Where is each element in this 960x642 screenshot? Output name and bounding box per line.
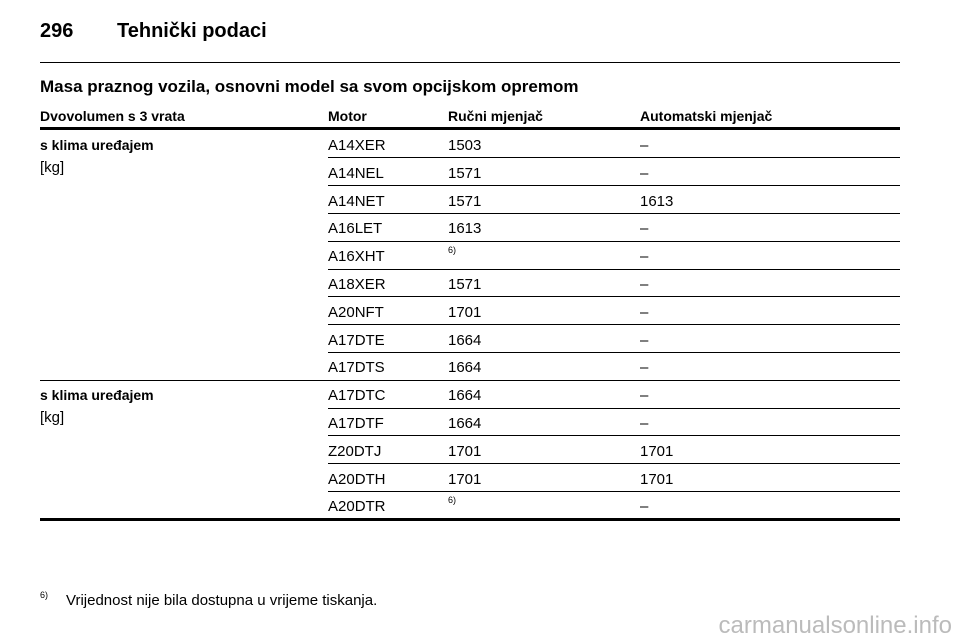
- row-rule: [328, 490, 900, 492]
- cell: –: [640, 415, 649, 432]
- cell: 1613: [640, 192, 674, 210]
- cell: A17DTC: [328, 387, 386, 405]
- group-unit: [kg]: [40, 409, 65, 427]
- column-header: Dvovolumen s 3 vrata: [40, 108, 185, 124]
- cell: 1701: [448, 442, 482, 460]
- cell: 1664: [448, 387, 482, 405]
- group-unit: [kg]: [40, 159, 65, 176]
- cell: A14NET: [328, 192, 385, 210]
- column-header: Ručni mjenjač: [448, 108, 543, 124]
- row-rule: [328, 296, 900, 298]
- cell: A17DTE: [328, 331, 385, 349]
- group-rule: [40, 517, 900, 521]
- cell: 1613: [448, 220, 482, 238]
- row-rule: [328, 407, 900, 409]
- row-rule: [328, 268, 900, 270]
- cell: A16XHT: [328, 248, 385, 266]
- row-rule: [328, 351, 900, 353]
- cell: –: [640, 331, 649, 349]
- cell: 1701: [448, 470, 482, 488]
- row-rule: [328, 212, 900, 214]
- column-header: Motor: [328, 108, 367, 124]
- cell: A14XER: [328, 137, 386, 154]
- cell: 1664: [448, 331, 482, 349]
- cell: –: [640, 498, 649, 516]
- row-rule: [328, 157, 900, 159]
- column-header: Automatski mjenjač: [640, 108, 773, 124]
- cell: 1664: [448, 359, 482, 377]
- cell: A20NFT: [328, 303, 384, 321]
- row-rule: [328, 435, 900, 437]
- header-rule: [40, 62, 900, 63]
- cell: A20DTH: [328, 470, 386, 488]
- cell: –: [640, 164, 649, 182]
- footnote-marker: 6): [40, 590, 49, 600]
- cell: –: [640, 220, 649, 238]
- cell: 1571: [448, 164, 482, 182]
- cell: 1701: [640, 470, 674, 488]
- cell: A16LET: [328, 220, 383, 238]
- cell: 1571: [448, 276, 482, 293]
- row-rule: [328, 324, 900, 326]
- cell: –: [640, 387, 649, 405]
- footnote-text: Vrijednost nije bila dostupna u vrijeme …: [66, 592, 378, 609]
- cell: 6): [448, 495, 457, 506]
- cell: –: [640, 359, 649, 377]
- section-title: Masa praznog vozila, osnovni model sa sv…: [40, 77, 579, 96]
- group-label: s klima uređajem: [40, 137, 154, 153]
- header-rule: [40, 127, 900, 130]
- cell: 1571: [448, 192, 482, 210]
- cell: A20DTR: [328, 498, 386, 516]
- cell: 6): [448, 245, 457, 256]
- row-rule: [328, 240, 900, 242]
- cell: A17DTS: [328, 359, 385, 377]
- row-rule: [328, 185, 900, 187]
- cell: 1664: [448, 415, 482, 432]
- cell: –: [640, 276, 649, 293]
- cell: –: [640, 303, 649, 321]
- cell: 1701: [640, 442, 674, 460]
- cell: 1701: [448, 303, 482, 321]
- page-title: Tehnički podaci: [117, 20, 267, 42]
- watermark: carmanualsonline.info: [718, 612, 952, 639]
- cell: A17DTF: [328, 415, 384, 432]
- page-number: 296: [40, 20, 74, 42]
- cell: –: [640, 248, 649, 266]
- cell: 1503: [448, 137, 482, 154]
- cell: A14NEL: [328, 164, 384, 182]
- group-label: s klima uređajem: [40, 387, 154, 404]
- group-rule: [40, 379, 900, 382]
- cell: Z20DTJ: [328, 442, 382, 460]
- cell: A18XER: [328, 276, 386, 293]
- row-rule: [328, 463, 900, 465]
- cell: –: [640, 137, 649, 154]
